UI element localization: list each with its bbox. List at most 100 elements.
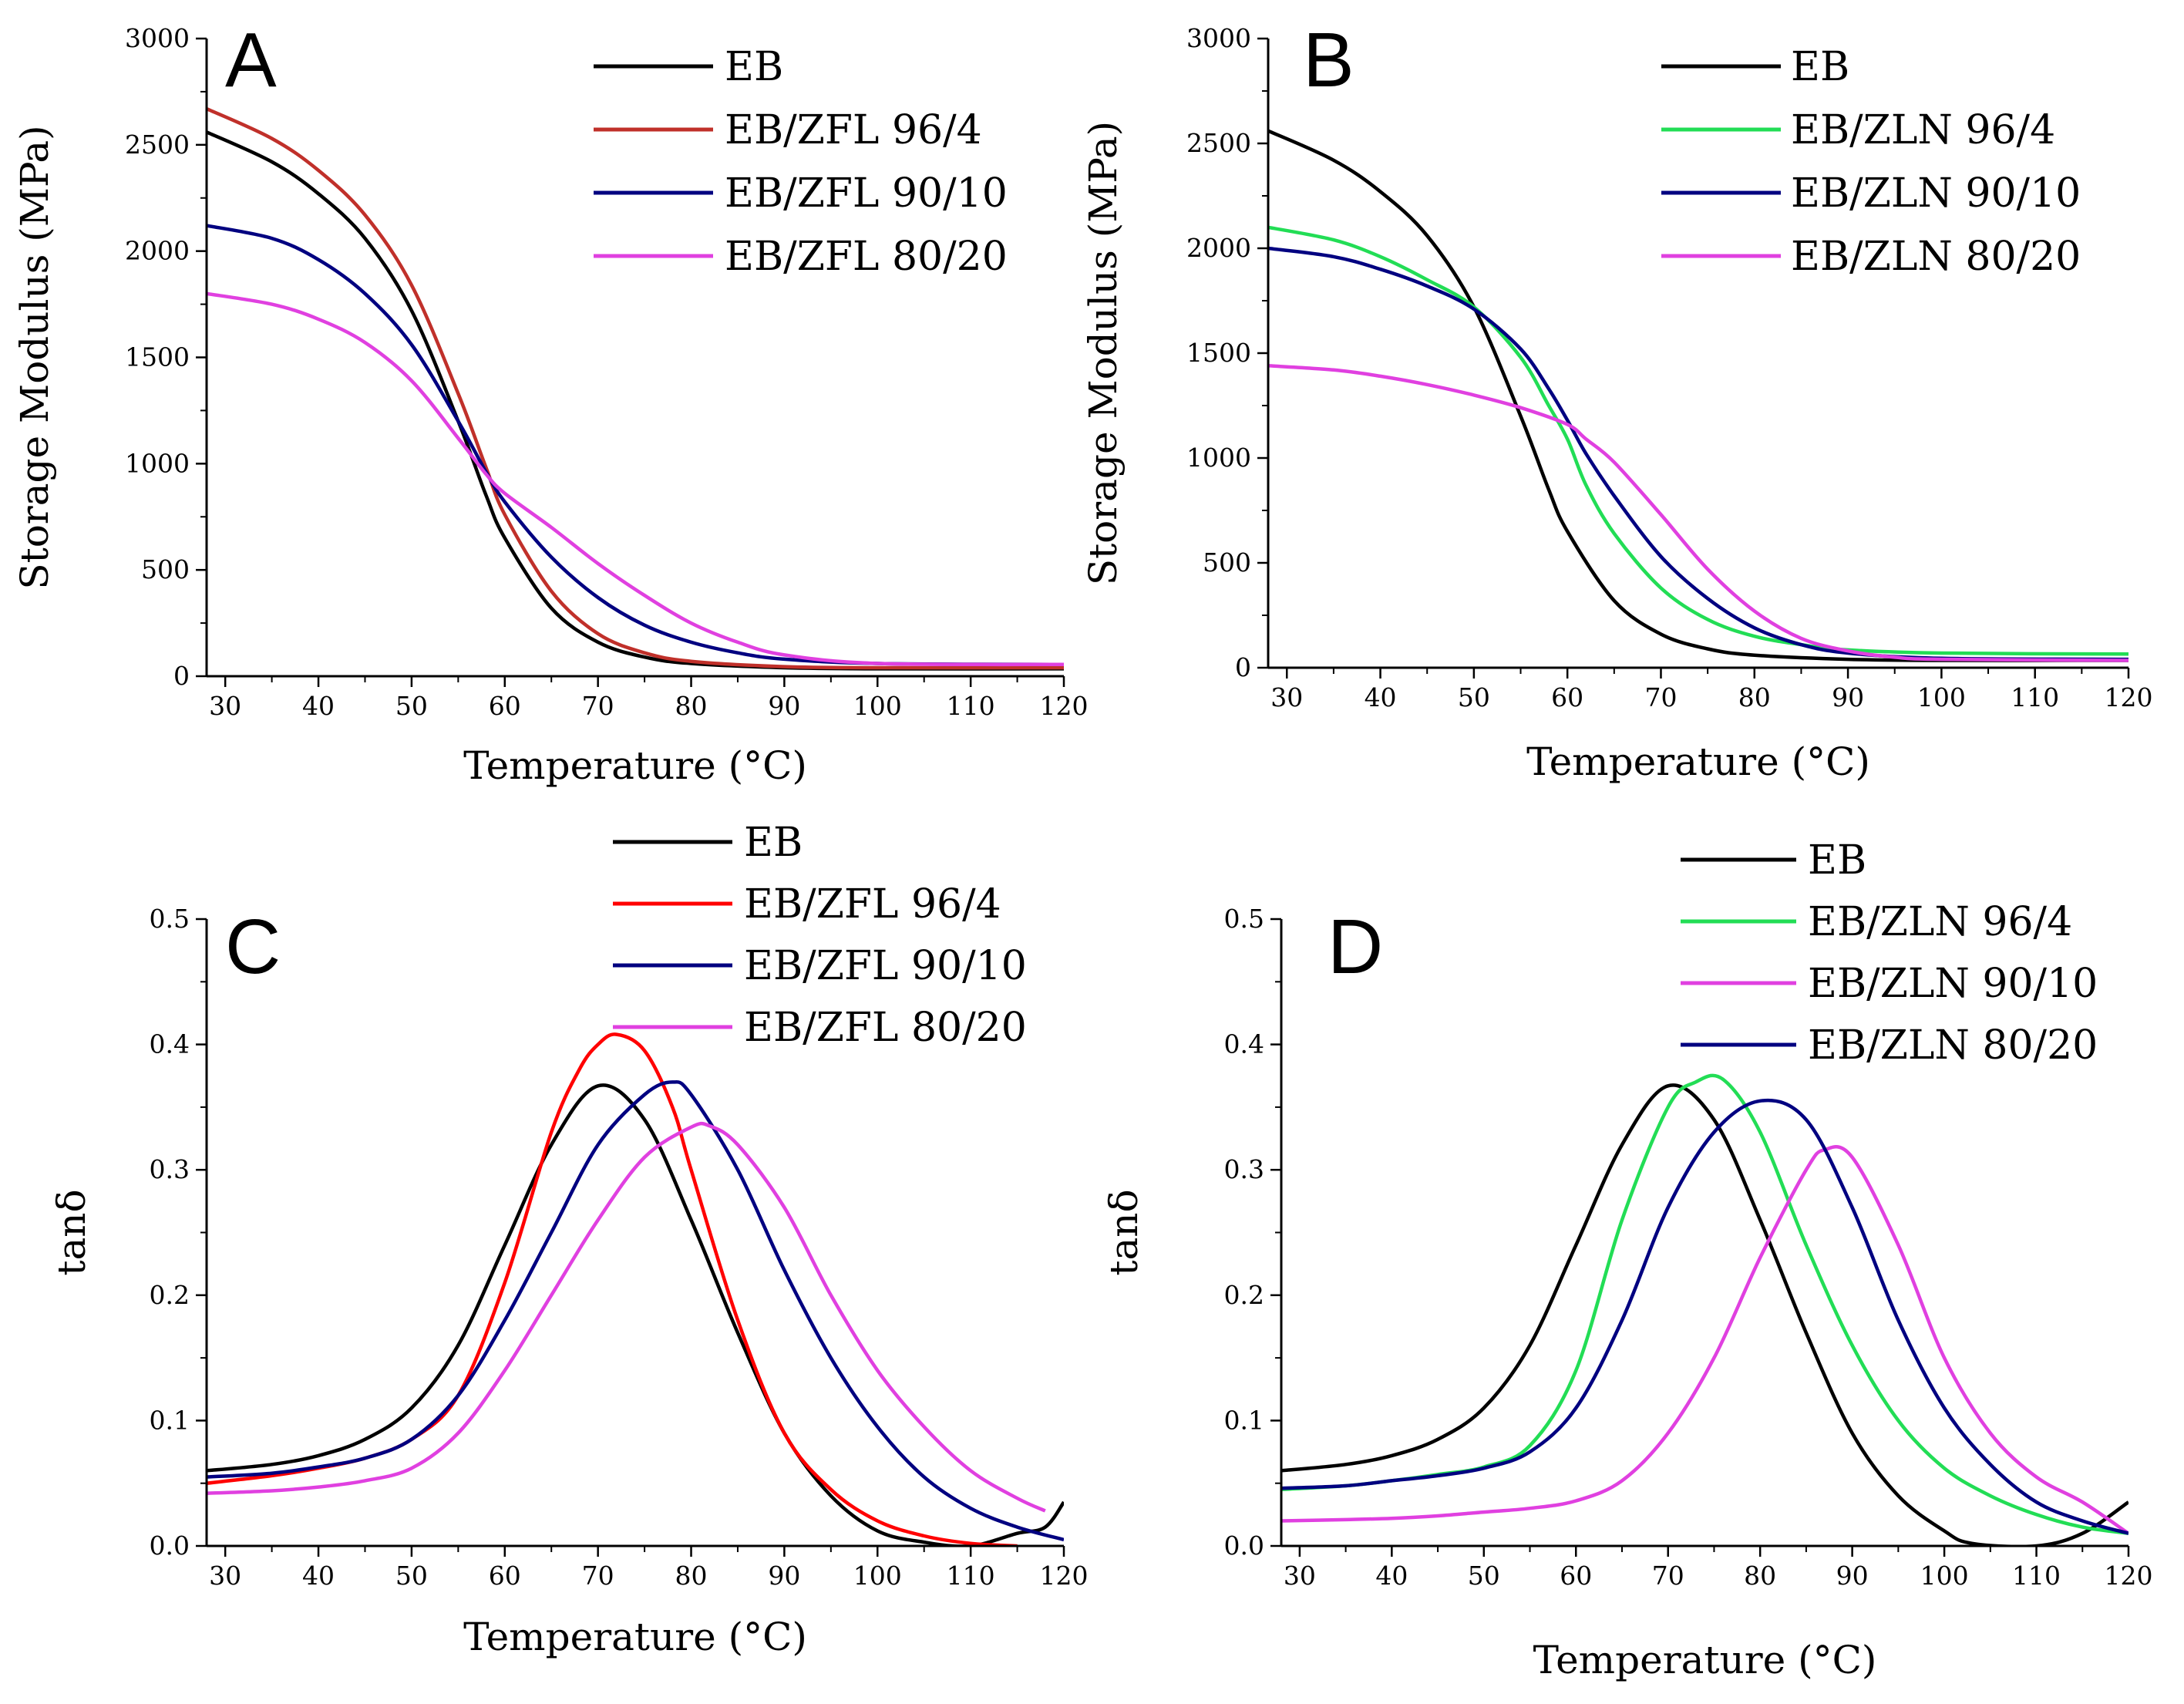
panel-c-legend-label-4: EB/ZFL 80/20	[744, 1005, 1027, 1051]
panel-d-x-tick-label: 30	[1284, 1561, 1316, 1591]
panel-c-x-tick-label: 50	[395, 1561, 428, 1591]
panel-b-y-tick-label: 500	[1203, 547, 1251, 578]
panel-d-legend-label-3: EB/ZLN 90/10	[1808, 961, 2098, 1007]
panel-d-y-axis-title: tanδ	[1102, 1189, 1146, 1275]
panel-d-y-tick-label: 0.2	[1224, 1280, 1264, 1310]
panel-c-series-2-line	[207, 1032, 1018, 1546]
panel-a-series-2-line	[207, 106, 1064, 670]
panel-d-y-tick-label: 0.4	[1224, 1029, 1264, 1059]
panel-d: 30 40 50 60 70 80 90 100 110 120 0.0 0.1 0.2 0.3 0.4 0.…	[1102, 837, 2153, 1682]
panel-c-x-axis-title: Temperature (°C)	[463, 1615, 807, 1659]
panel-b-x-tick-label: 30	[1270, 682, 1303, 712]
panel-d-legend-label-1: EB	[1808, 837, 1866, 884]
panel-d-series-4-line	[1281, 1098, 2128, 1535]
panel-b-letter: B	[1303, 17, 1354, 103]
panel-b-legend-label-2: EB/ZLN 96/4	[1791, 107, 2055, 153]
panel-a-legend-label-2: EB/ZFL 96/4	[725, 107, 982, 153]
panel-b-y-tick-label: 3000	[1186, 23, 1251, 53]
panel-a-x-tick-label: 50	[395, 691, 428, 721]
panel-a-legend-label-1: EB	[725, 44, 783, 90]
panel-d-x-tick-label: 80	[1744, 1561, 1776, 1591]
panel-a-y-axis-title: Storage Modulus (MPa)	[12, 125, 57, 589]
panel-b-series-4-line	[1268, 364, 2128, 662]
panel-d-series-1-line	[1281, 1083, 2128, 1546]
panel-a-legend-label-4: EB/ZFL 80/20	[725, 234, 1008, 280]
panel-b: 30 40 50 60 70 80 90 100 110 120 0 500 1000 1500 2000 2…	[1081, 17, 2153, 784]
panel-a: 30 40 50 60 70 80 90 100 110 120 0 500 1000 1500 2000 2…	[12, 17, 1089, 788]
panel-a-y-tick-label: 1500	[125, 342, 190, 372]
panel-a-x-tick-label: 80	[675, 691, 708, 721]
panel-c-x-tick-label: 100	[853, 1561, 902, 1591]
panel-c-y-axis-title: tanδ	[49, 1189, 94, 1275]
panel-a-letter: A	[225, 17, 277, 103]
panel-b-y-tick-label: 1500	[1186, 338, 1251, 368]
panel-a-x-tick-label: 30	[209, 691, 241, 721]
panel-d-legend-label-4: EB/ZLN 80/20	[1808, 1022, 2098, 1069]
panel-c: 30 40 50 60 70 80 90 100 110 120 0.0 0.1 0.2 0.3 0.4 0.…	[49, 820, 1089, 1659]
panel-a-series-3-line	[207, 224, 1064, 667]
panel-d-x-axis-title: Temperature (°C)	[1533, 1638, 1877, 1682]
panel-c-series-4-line	[207, 1121, 1046, 1513]
panel-d-x-tick-label: 110	[2012, 1561, 2061, 1591]
panel-b-y-axis-title: Storage Modulus (MPa)	[1081, 121, 1126, 585]
panel-d-letter: D	[1328, 904, 1383, 990]
panel-c-x-tick-label: 120	[1040, 1561, 1089, 1591]
panel-c-x-tick-label: 40	[302, 1561, 335, 1591]
panel-b-legend-label-3: EB/ZLN 90/10	[1791, 170, 2081, 217]
panel-a-y-tick-label: 1000	[125, 448, 190, 478]
panel-b-x-tick-label: 100	[1917, 682, 1966, 712]
panel-a-x-tick-label: 40	[302, 691, 335, 721]
panel-a-x-tick-label: 90	[768, 691, 800, 721]
panel-d-y-tick-label: 0.1	[1224, 1405, 1264, 1435]
panel-a-legend-label-3: EB/ZFL 90/10	[725, 170, 1008, 217]
panel-c-x-tick-label: 30	[209, 1561, 241, 1591]
panel-b-legend-label-1: EB	[1791, 44, 1849, 90]
panel-d-x-tick-label: 90	[1836, 1561, 1869, 1591]
panel-a-y-tick-label: 2500	[125, 130, 190, 160]
panel-a-x-axis-title: Temperature (°C)	[463, 743, 807, 788]
panel-a-y-tick-label: 3000	[125, 23, 190, 53]
panel-d-series-3-line	[1281, 1145, 2128, 1535]
panel-d-y-tick-label: 0.5	[1224, 904, 1264, 934]
panel-c-legend-label-3: EB/ZFL 90/10	[744, 943, 1027, 989]
panel-b-y-tick-label: 2000	[1186, 233, 1251, 263]
panel-a-x-tick-label: 70	[582, 691, 614, 721]
panel-b-x-tick-label: 50	[1458, 682, 1490, 712]
panel-c-series-1-line	[207, 1083, 1064, 1546]
panel-a-x-tick-label: 60	[489, 691, 521, 721]
panel-b-x-tick-label: 90	[1832, 682, 1864, 712]
panel-d-y-tick-label: 0.0	[1224, 1531, 1264, 1561]
panel-a-y-tick-label: 2000	[125, 236, 190, 266]
panel-a-series-4-line	[207, 291, 1064, 667]
panel-c-series-3-line	[207, 1080, 1064, 1542]
panel-c-x-tick-label: 110	[947, 1561, 995, 1591]
panel-c-y-tick-label: 0.4	[150, 1029, 190, 1059]
panel-b-x-axis-title: Temperature (°C)	[1526, 739, 1870, 784]
panel-c-y-tick-label: 0.5	[150, 904, 190, 934]
panel-c-x-tick-label: 70	[582, 1561, 614, 1591]
panel-b-x-tick-label: 40	[1365, 682, 1397, 712]
panel-c-letter: C	[225, 904, 281, 990]
panel-c-x-tick-label: 80	[675, 1561, 708, 1591]
panel-b-y-tick-label: 1000	[1186, 443, 1251, 473]
panel-a-y-tick-label: 0	[173, 661, 190, 691]
panel-a-x-tick-label: 100	[853, 691, 902, 721]
panel-b-legend-label-4: EB/ZLN 80/20	[1791, 234, 2081, 280]
panel-d-x-tick-label: 70	[1652, 1561, 1684, 1591]
panel-b-y-tick-label: 2500	[1186, 128, 1251, 158]
panel-d-x-tick-label: 120	[2105, 1561, 2153, 1591]
panel-c-y-tick-label: 0.2	[150, 1280, 190, 1310]
panel-c-x-tick-label: 60	[489, 1561, 521, 1591]
panel-b-y-tick-label: 0	[1235, 652, 1251, 682]
panel-c-x-tick-label: 90	[768, 1561, 800, 1591]
panel-a-y-tick-label: 500	[141, 554, 190, 584]
panel-a-x-tick-label: 110	[947, 691, 995, 721]
panel-b-x-tick-label: 80	[1738, 682, 1771, 712]
panel-b-x-tick-label: 120	[2105, 682, 2153, 712]
panel-b-series-3-line	[1268, 246, 2128, 662]
panel-b-x-tick-label: 110	[2011, 682, 2059, 712]
panel-c-legend-label-1: EB	[744, 820, 803, 866]
panel-b-x-tick-label: 60	[1551, 682, 1583, 712]
panel-c-legend-label-2: EB/ZFL 96/4	[744, 881, 1001, 928]
